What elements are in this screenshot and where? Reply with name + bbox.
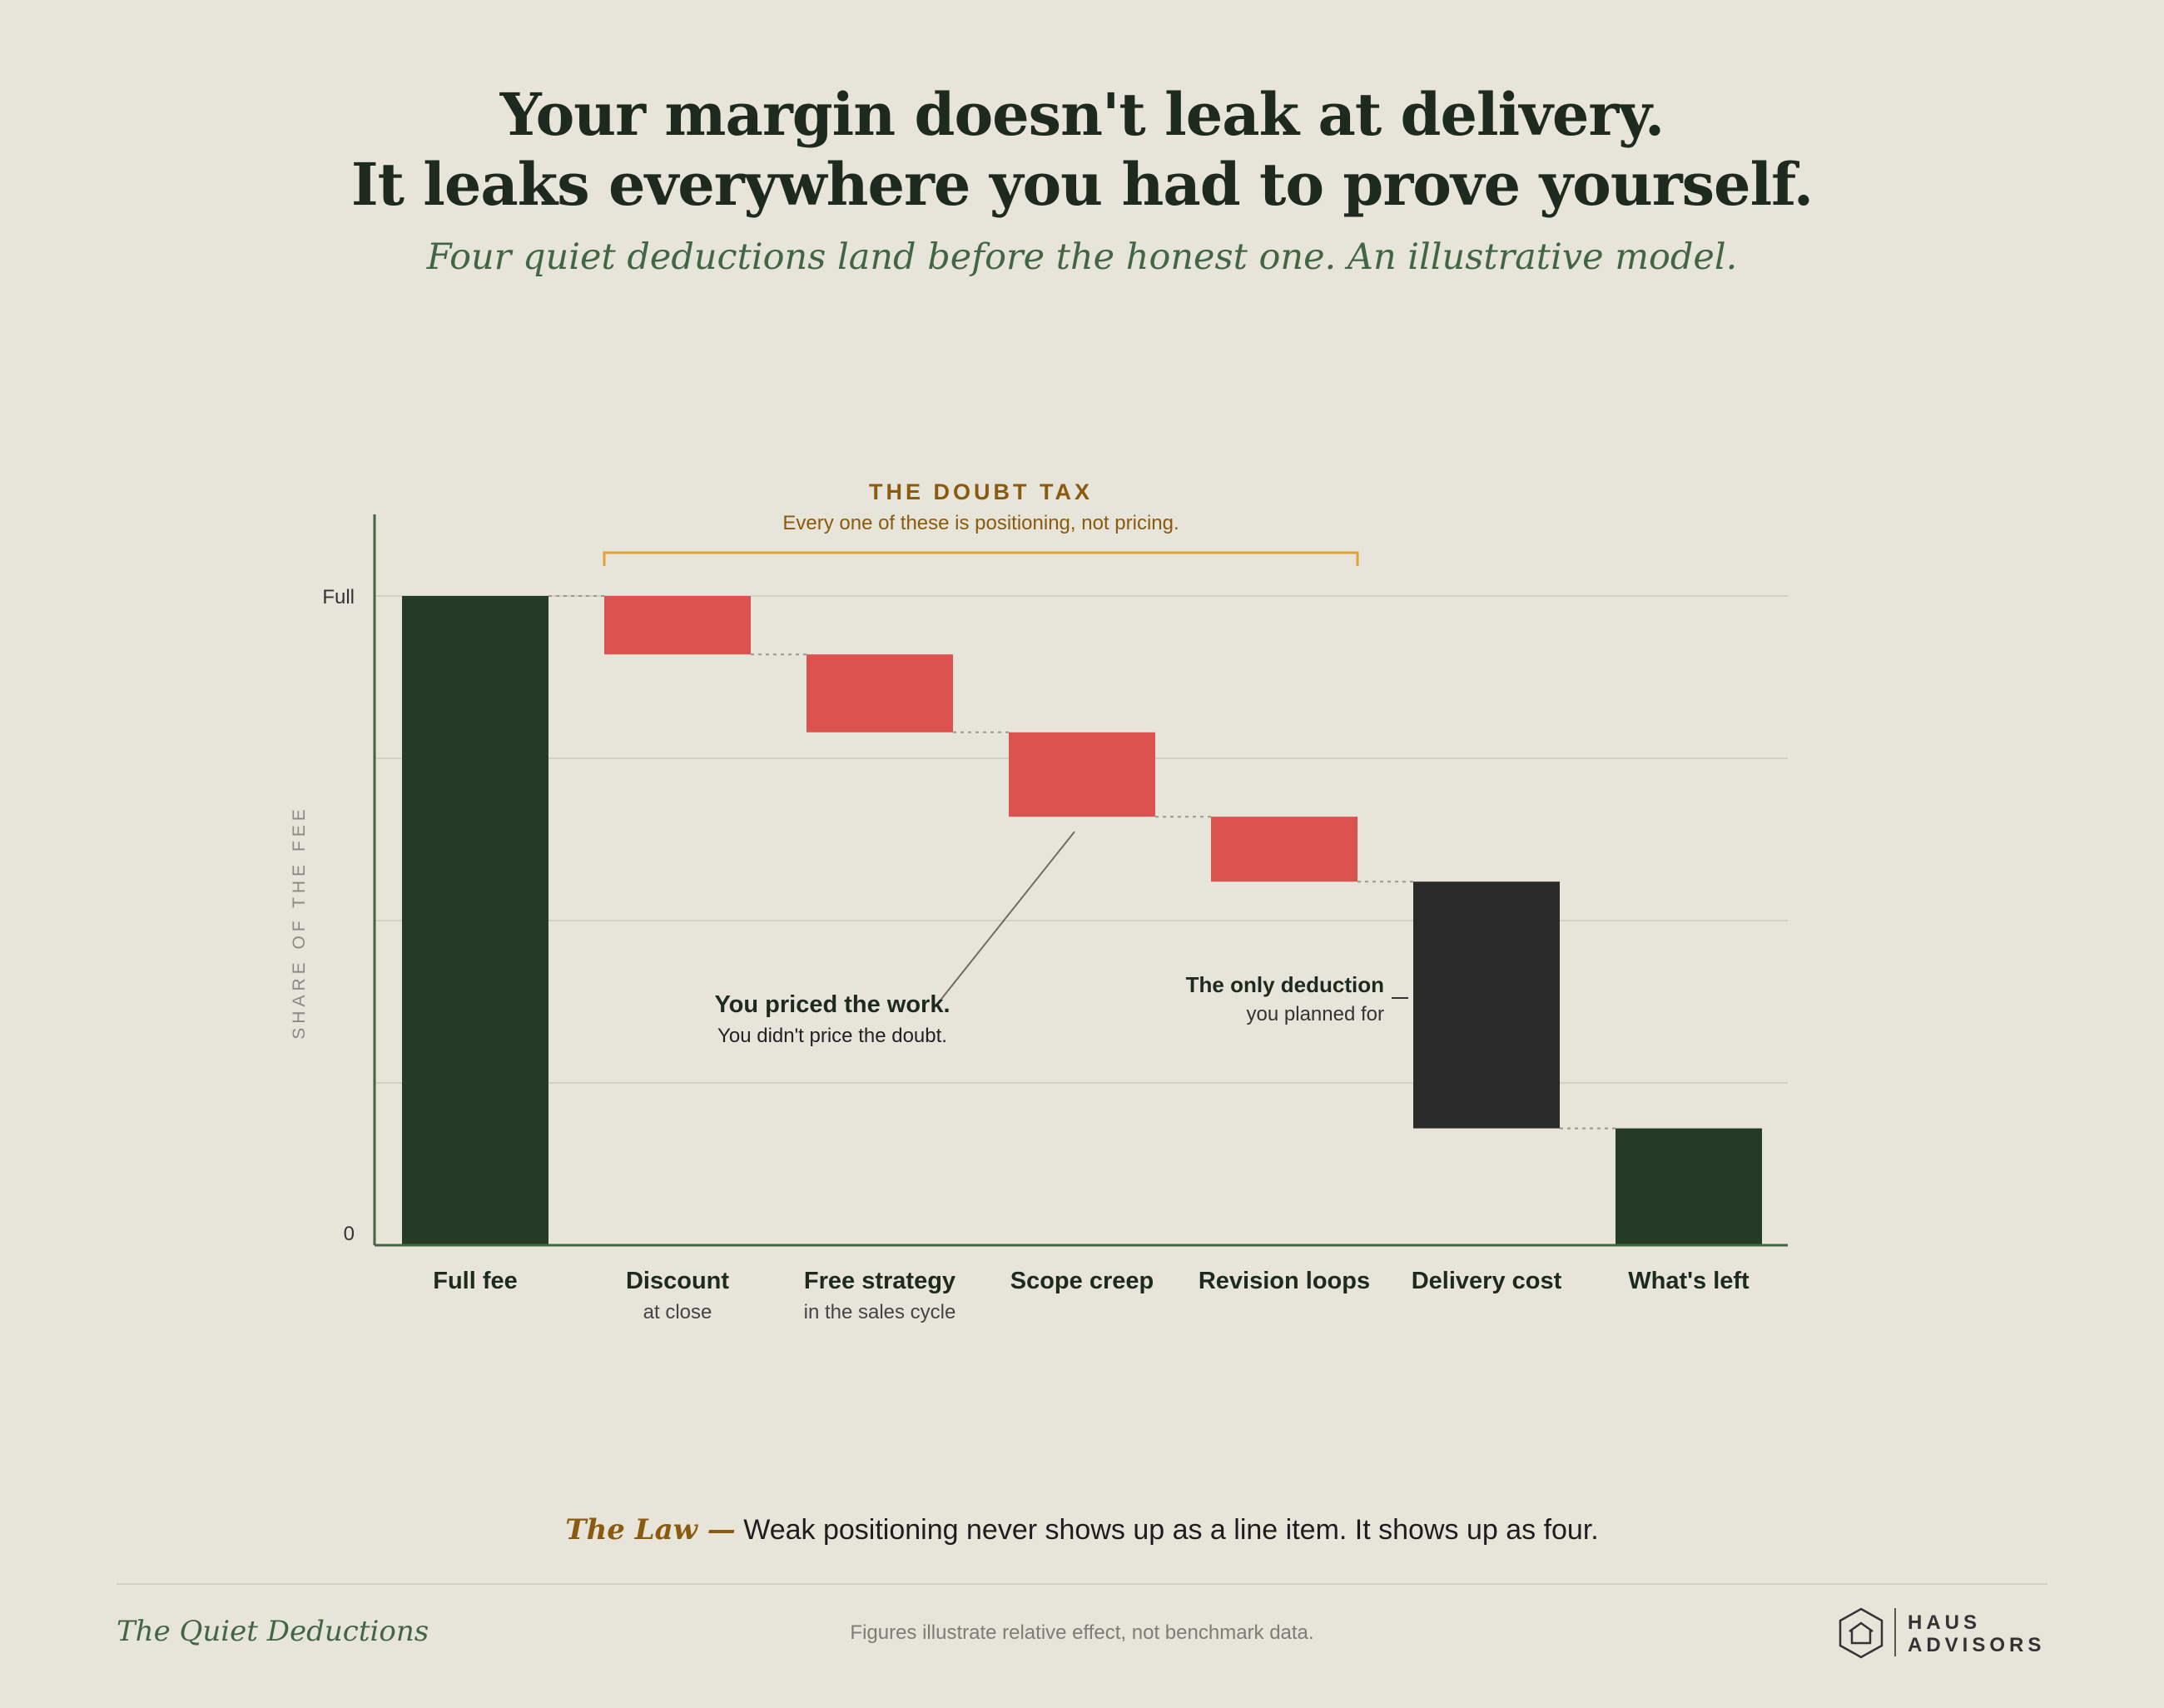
category-label: Discount [626,1268,729,1294]
category-sublabel: at close [643,1301,712,1323]
footer-title: The Quiet Deductions [117,1615,429,1648]
y-tick-zero: 0 [344,1223,355,1245]
bar-delivery-cost [1413,881,1560,1129]
headline: Your margin doesn't leak at delivery. It… [0,80,2164,220]
footer-note: Figures illustrate relative effect, not … [850,1621,1314,1644]
law-statement: The Law — Weak positioning never shows u… [0,1513,2164,1547]
doubt-tax-subtitle: Every one of these is positioning, not p… [782,512,1179,534]
annotation-title: The only deduction [1186,972,1384,997]
subtitle: Four quiet deductions land before the ho… [426,236,1738,278]
doubt-tax-bracket [603,551,1359,566]
y-axis-title: SHARE OF THE FEE [290,805,309,1039]
category-label: Revision loops [1199,1268,1370,1294]
footer-divider [117,1583,2047,1585]
annotation-text: You didn't price the doubt. [717,1025,947,1047]
bar-scope-creep [1009,732,1155,817]
annotation-leader-line [938,831,1075,1003]
doubt-tax-title: THE DOUBT TAX [869,479,1093,504]
law-text: Weak positioning never shows up as a lin… [743,1514,1599,1546]
bar-free-strategy [807,654,953,732]
category-label: Full fee [433,1268,518,1294]
logo-divider [1894,1608,1896,1656]
logo-wordmark: HAUS ADVISORS [1908,1611,2045,1656]
category-label: Free strategy [804,1268,955,1294]
logo-line-2: ADVISORS [1908,1634,2046,1656]
waterfall-chart: Full 0 SHARE OF THE FEE Full fee Discount at … [290,479,1788,1323]
y-tick-full: Full [322,586,355,608]
bar-what-s-left [1616,1128,1762,1245]
logo-line-1: HAUS [1908,1611,1982,1634]
category-label: What's left [1628,1268,1750,1294]
category-label: Delivery cost [1412,1268,1562,1294]
headline-line-2: It leaks everywhere you had to prove you… [350,150,1814,219]
category-sublabel: in the sales cycle [804,1301,956,1323]
brand-logo: HAUS ADVISORS [1836,1606,2049,1660]
law-label: The Law — [565,1513,736,1547]
bar-discount [604,596,751,655]
category-label: Scope creep [1010,1268,1154,1294]
bar-revision-loops [1211,817,1357,882]
headline-line-1: Your margin doesn't leak at delivery. [499,80,1665,149]
house-hexagon-icon [1839,1607,1884,1659]
bar-full-fee [402,596,548,1245]
annotation-text: you planned for [1247,1003,1384,1025]
annotation-title: You priced the work. [714,991,950,1018]
